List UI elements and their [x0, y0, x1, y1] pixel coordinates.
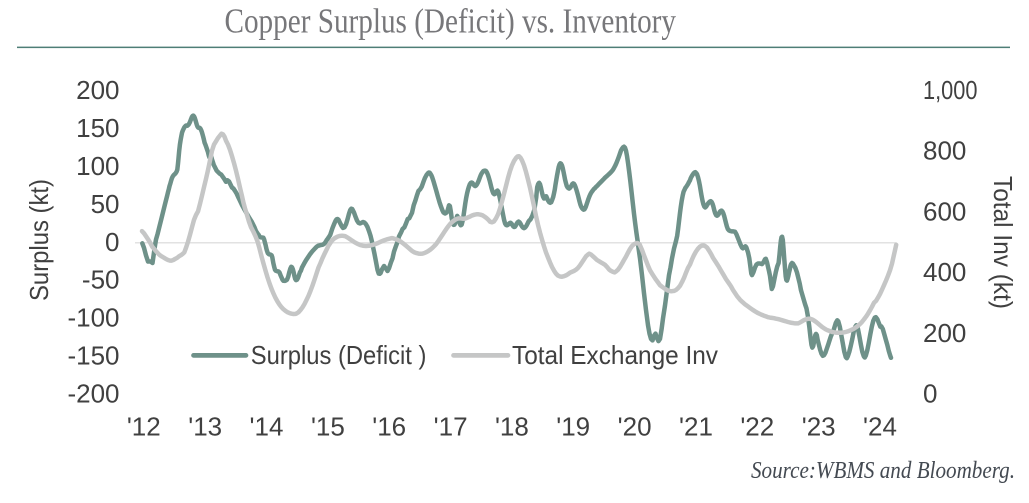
svg-text:-150: -150: [67, 341, 119, 371]
svg-text:Total Inv (kt): Total Inv (kt): [988, 176, 1018, 309]
svg-text:'19: '19: [556, 412, 590, 442]
svg-text:Source:WBMS and Bloomberg.: Source:WBMS and Bloomberg.: [751, 458, 1015, 484]
svg-text:-100: -100: [67, 303, 119, 333]
svg-text:'21: '21: [679, 412, 713, 442]
svg-text:'22: '22: [740, 412, 774, 442]
svg-text:800: 800: [923, 136, 966, 166]
svg-text:Total Exchange Inv: Total Exchange Inv: [512, 340, 718, 370]
svg-text:Surplus (kt): Surplus (kt): [24, 179, 54, 301]
svg-text:'13: '13: [188, 412, 222, 442]
svg-text:100: 100: [76, 151, 119, 181]
svg-text:200: 200: [76, 75, 119, 105]
svg-text:'23: '23: [802, 412, 836, 442]
svg-text:400: 400: [923, 257, 966, 287]
svg-text:'14: '14: [250, 412, 284, 442]
svg-text:'20: '20: [618, 412, 652, 442]
svg-text:Copper Surplus (Deficit) vs. I: Copper Surplus (Deficit) vs. Inventory: [225, 1, 677, 40]
svg-text:Surplus (Deficit ): Surplus (Deficit ): [251, 340, 427, 370]
svg-text:-50: -50: [82, 265, 120, 295]
svg-text:'12: '12: [127, 412, 161, 442]
svg-text:'17: '17: [434, 412, 468, 442]
svg-text:0: 0: [923, 379, 937, 409]
svg-text:'16: '16: [372, 412, 406, 442]
svg-text:-200: -200: [67, 379, 119, 409]
svg-text:'24: '24: [863, 412, 897, 442]
svg-text:200: 200: [923, 318, 966, 348]
svg-text:0: 0: [105, 227, 119, 257]
svg-text:'15: '15: [311, 412, 345, 442]
svg-text:50: 50: [91, 189, 120, 219]
svg-text:150: 150: [76, 113, 119, 143]
svg-text:'18: '18: [495, 412, 529, 442]
svg-text:600: 600: [923, 196, 966, 226]
svg-text:1,000: 1,000: [923, 75, 978, 105]
